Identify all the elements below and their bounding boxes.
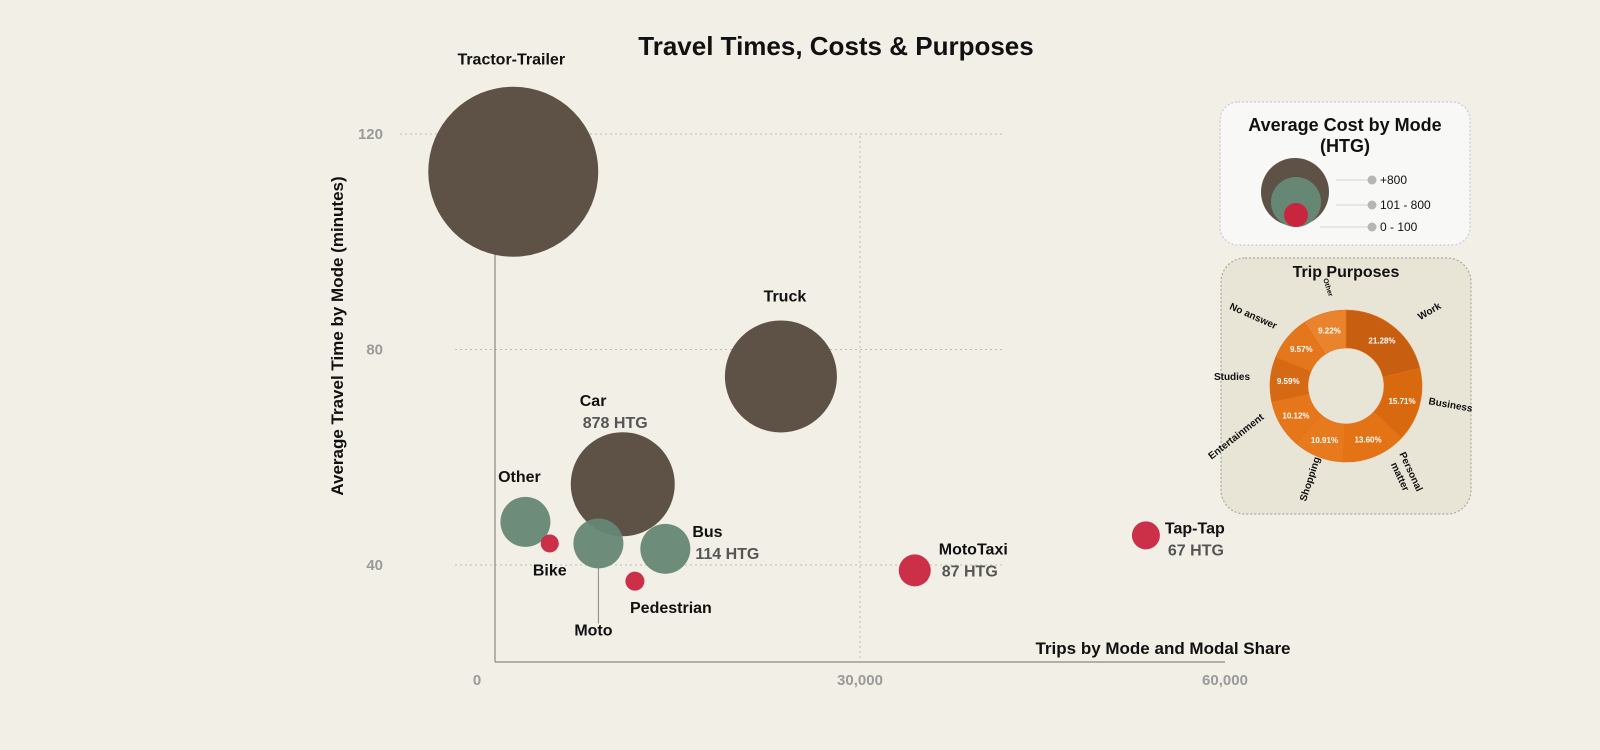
label-tractor-trailer: Tractor-Trailer [457, 52, 565, 69]
bubble-mototaxi [898, 554, 931, 587]
pct-shopping: 10.91% [1311, 436, 1338, 445]
label-mototaxi: MotoTaxi [939, 541, 1008, 558]
label-bike: Bike [533, 562, 567, 579]
x-tick-label: 0 [473, 672, 481, 689]
label-tap-tap: Tap-Tap [1165, 520, 1225, 537]
legend-mid-cost-circle [1271, 177, 1321, 227]
trip-purposes-box [1220, 257, 1472, 515]
y-tick-label: 120 [358, 126, 383, 143]
bubble-bike [540, 534, 559, 553]
bubble-tap-tap [1131, 521, 1160, 550]
chart-title: Travel Times, Costs & Purposes [638, 31, 1033, 61]
legend-dot [1367, 222, 1377, 232]
bubbles [428, 86, 1160, 624]
label-bus: Bus [692, 524, 722, 541]
bubble-moto [573, 518, 624, 569]
bubble-labels: Tractor-Trailer Truck Car 878 HTG Other Bike M… [457, 52, 1225, 640]
cost-bus: 114 HTG [695, 546, 759, 563]
bubble-other [500, 496, 551, 547]
pct-work: 21.28% [1368, 336, 1395, 345]
label-pedestrian: Pedestrian [630, 600, 712, 617]
bubble-tractor-trailer [428, 86, 599, 257]
label-other: Other [498, 469, 541, 486]
pct-business: 15.71% [1388, 397, 1415, 406]
bubble-truck [724, 320, 837, 433]
legend-item-high: +800 [1380, 173, 1407, 187]
legend-dot [1367, 200, 1377, 210]
label-moto: Moto [574, 622, 612, 639]
cost-legend-subtitle: (HTG) [1320, 136, 1370, 156]
y-tick-label: 80 [366, 342, 383, 359]
legend-low-cost-circle [1284, 203, 1308, 227]
x-axis-title: Trips by Mode and Modal Share [1035, 639, 1290, 658]
cost-legend: Average Cost by Mode (HTG) +800 101 - 80… [1219, 101, 1471, 246]
pct-no-answer: 9.57% [1290, 345, 1313, 354]
x-tick-label: 60,000 [1202, 672, 1248, 689]
legend-item-low: 0 - 100 [1380, 220, 1418, 234]
cost-tap-tap: 67 HTG [1168, 542, 1224, 559]
label-car: Car [580, 393, 607, 410]
y-tick-label: 40 [366, 557, 383, 574]
purpose-studies: Studies [1214, 372, 1251, 383]
x-tick-label: 30,000 [837, 672, 883, 689]
pct-studies: 9.59% [1277, 377, 1300, 386]
cost-legend-title: Average Cost by Mode [1248, 115, 1441, 135]
pct-personal-matter: 13.60% [1354, 436, 1381, 445]
cost-car: 878 HTG [583, 415, 648, 432]
bubble-car [570, 432, 675, 537]
label-truck: Truck [764, 288, 807, 305]
pct-entertainment: 10.12% [1282, 411, 1309, 420]
trip-purposes-title: Trip Purposes [1293, 264, 1400, 281]
cost-mototaxi: 87 HTG [942, 563, 998, 580]
legend-item-mid: 101 - 800 [1380, 198, 1431, 212]
legend-dot [1367, 175, 1377, 185]
bubble-bus [640, 523, 691, 574]
pct-other: 9.22% [1318, 326, 1341, 335]
y-axis-title: Average Travel Time by Mode (minutes) [328, 176, 347, 495]
slice-other [1303, 309, 1347, 355]
bubble-pedestrian [625, 571, 645, 591]
